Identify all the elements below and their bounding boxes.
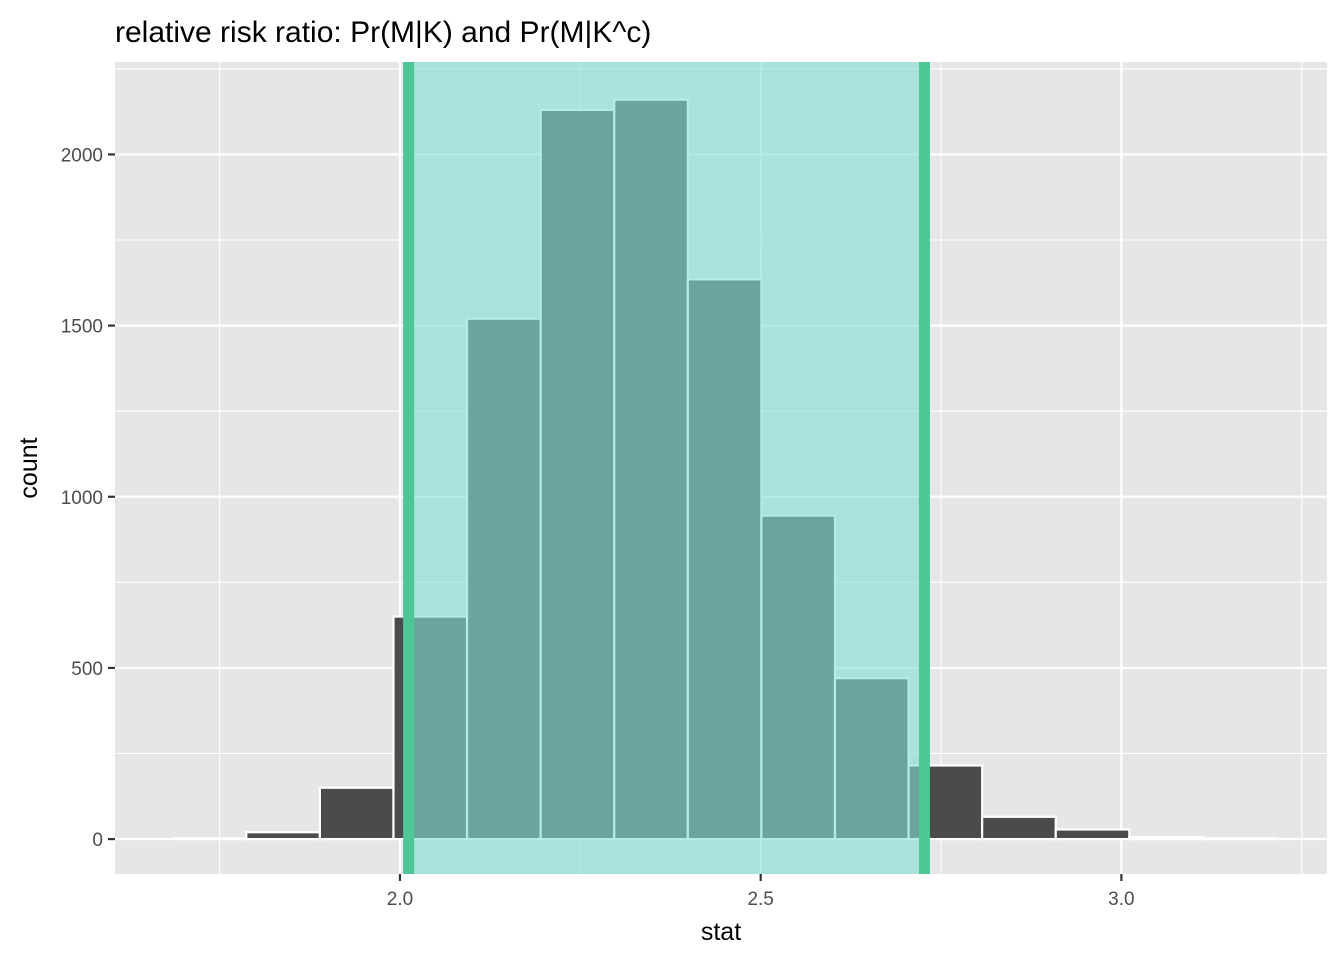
y-tick-label: 500 <box>71 659 103 680</box>
y-axis: 0 500 1000 1500 2000 <box>61 145 115 851</box>
chart-title: relative risk ratio: Pr(M|K) and Pr(M|K^… <box>115 16 651 49</box>
histogram-bar <box>245 831 321 841</box>
histogram-bar <box>318 786 395 841</box>
x-axis: 2.0 2.5 3.0 <box>387 874 1135 910</box>
confidence-interval-band <box>408 62 925 874</box>
y-tick-label: 1000 <box>61 488 103 509</box>
x-tick-label: 2.5 <box>747 889 773 910</box>
x-tick-label: 2.0 <box>387 889 413 910</box>
histogram-bar <box>1201 837 1278 841</box>
histogram-bar <box>981 815 1057 841</box>
confidence-interval-shading <box>408 62 925 874</box>
y-tick-label: 2000 <box>61 145 103 166</box>
y-axis-label: count <box>15 437 43 498</box>
x-axis-label: stat <box>701 918 741 946</box>
histogram-bar <box>1128 835 1205 841</box>
histogram-bar <box>1054 828 1131 841</box>
y-tick-label: 1500 <box>61 317 103 338</box>
x-tick-label: 3.0 <box>1108 889 1134 910</box>
y-tick-label: 0 <box>92 830 103 851</box>
histogram-bar <box>171 837 248 841</box>
confidence-interval-lines <box>403 62 930 874</box>
